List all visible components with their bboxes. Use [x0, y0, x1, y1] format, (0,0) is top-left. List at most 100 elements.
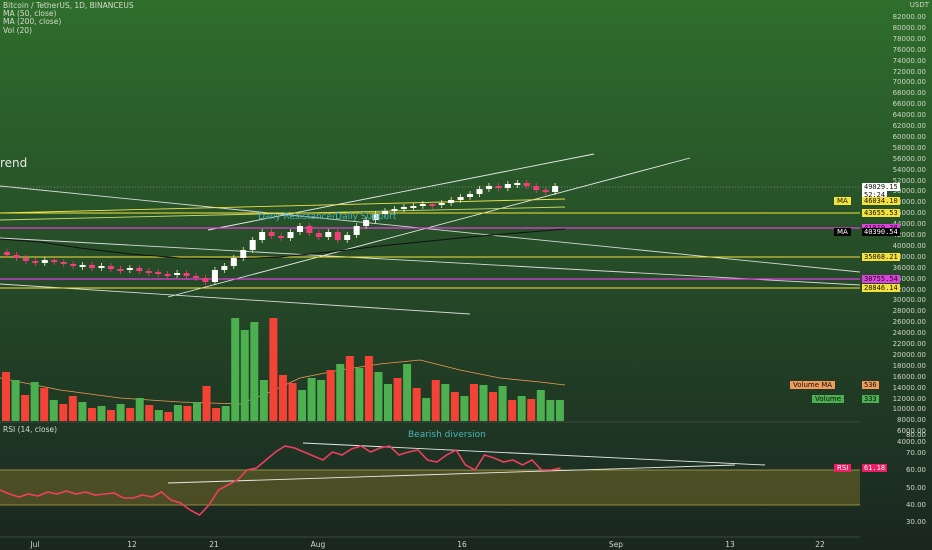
candle — [221, 266, 228, 270]
candle — [372, 214, 379, 220]
rsi-tag-label: RSI — [834, 464, 852, 472]
candle — [79, 265, 86, 267]
price-tick: 38000.00 — [892, 252, 926, 261]
price-countdown: 52:24 — [862, 191, 888, 199]
price-tick: 34000.00 — [892, 274, 926, 283]
price-tick: 4000.00 — [897, 438, 926, 447]
candle — [495, 186, 502, 188]
candle — [240, 250, 247, 258]
volume-bar — [116, 404, 125, 421]
volume-bar — [183, 406, 192, 421]
price-tick: 60000.00 — [892, 132, 926, 141]
volume-bar — [422, 398, 431, 421]
price-tick: 40000.00 — [892, 241, 926, 250]
rsi-trendline-upper[interactable] — [302, 442, 766, 466]
price-tick: 66000.00 — [892, 100, 926, 109]
chart-legend: Bitcoin / TetherUS, 1D, BINANCEUS MA (50… — [3, 1, 134, 35]
channel-top-line[interactable] — [207, 153, 595, 231]
price-tag: 43655.53 — [862, 209, 900, 217]
support-annotation[interactable]: Daily Resistance/Daily Support — [258, 212, 397, 222]
candle — [438, 203, 445, 205]
descending-line-1[interactable] — [0, 185, 861, 273]
price-tick: 30000.00 — [892, 296, 926, 305]
descending-line-2[interactable] — [0, 237, 861, 286]
legend-vol[interactable]: Vol (20) — [3, 25, 33, 35]
price-tick: 80000.00 — [892, 23, 926, 32]
price-tag: 28846.14 — [862, 284, 900, 292]
rsi-title[interactable]: RSI (14, close) — [3, 425, 58, 434]
price-tag: 46034.10 — [862, 197, 900, 205]
volume-bar — [212, 408, 221, 421]
trend-label: rend — [0, 156, 28, 170]
support-line-yellow[interactable] — [0, 198, 566, 214]
price-tag-label: MA — [834, 197, 851, 205]
volume-bar — [145, 405, 154, 421]
volume-bar — [30, 382, 39, 421]
candle — [467, 194, 474, 197]
volume-bar — [364, 356, 373, 421]
rsi-tick: 30.00 — [905, 518, 926, 526]
candle — [296, 226, 303, 232]
candle — [117, 269, 124, 271]
price-tick: 68000.00 — [892, 89, 926, 98]
candle — [448, 200, 455, 203]
candle — [60, 262, 67, 264]
legend-ma50[interactable]: MA (50, close) — [3, 9, 57, 19]
candle — [4, 252, 10, 255]
volume-bar — [508, 400, 517, 421]
candle — [98, 266, 105, 268]
volume-bar — [269, 318, 278, 421]
volume-bar — [412, 388, 421, 421]
bearish-annotation[interactable]: Bearish diversion — [408, 430, 486, 440]
rsi-tick: 70.00 — [905, 449, 926, 457]
candle — [400, 207, 407, 209]
candle — [457, 197, 464, 200]
candle — [70, 264, 77, 266]
candle — [136, 268, 143, 271]
volume-bar — [469, 384, 478, 421]
volume-bar — [173, 405, 182, 421]
candle — [485, 186, 492, 189]
volume-bar — [298, 390, 307, 421]
descending-line-3[interactable] — [0, 283, 471, 315]
volume-bar — [336, 364, 345, 421]
volume-bar — [384, 384, 392, 421]
candle — [315, 233, 322, 237]
rsi-tick: 60.00 — [905, 466, 926, 474]
volume-bar — [450, 392, 459, 421]
candle — [533, 186, 540, 190]
legend-symbol[interactable]: Bitcoin / TetherUS, 1D, BINANCEUS — [3, 1, 134, 10]
volume-bar — [21, 395, 30, 421]
candle — [89, 265, 96, 268]
rsi-band — [0, 470, 860, 505]
volume-bar — [479, 385, 488, 421]
price-tick: 48000.00 — [892, 198, 926, 207]
price-tick: 76000.00 — [892, 45, 926, 54]
candle — [344, 235, 351, 240]
candle — [107, 266, 114, 269]
price-tick: 70000.00 — [892, 78, 926, 87]
candle — [22, 258, 29, 261]
volume-bar — [527, 399, 536, 421]
candle — [32, 261, 39, 263]
support-line-mid[interactable] — [0, 206, 566, 221]
candle — [211, 270, 218, 282]
rsi-trendline-lower[interactable] — [167, 464, 736, 484]
volume-bar — [231, 318, 240, 421]
volume-bar — [11, 380, 20, 421]
price-tick: 20000.00 — [892, 350, 926, 359]
candle — [382, 211, 388, 214]
price-tick: 8000.00 — [897, 416, 926, 425]
price-tick: 36000.00 — [892, 263, 926, 272]
candle — [145, 271, 152, 273]
candle — [249, 240, 256, 250]
volume-tag: 536 — [862, 381, 879, 389]
candle — [363, 220, 370, 226]
candle — [476, 189, 483, 194]
volume-tag: 333 — [862, 395, 879, 403]
price-tick: 56000.00 — [892, 154, 926, 163]
candle — [202, 278, 209, 282]
legend-ma200[interactable]: MA (200, close) — [3, 17, 62, 27]
volume-bar — [107, 410, 116, 421]
